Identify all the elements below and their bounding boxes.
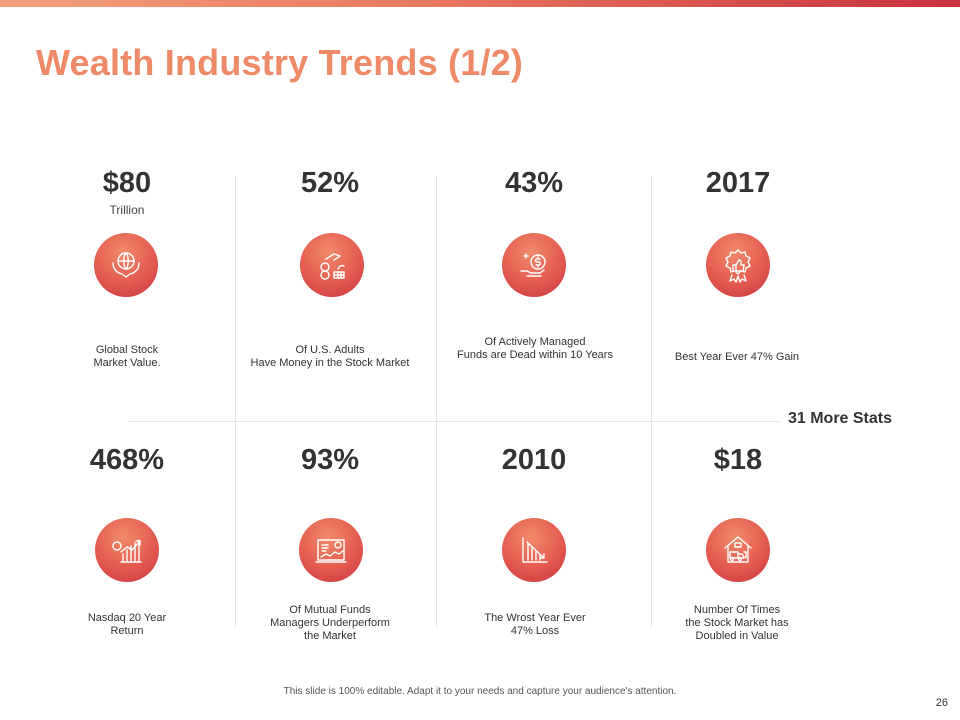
stat-icon-circle xyxy=(300,233,364,297)
globe-in-hands-icon xyxy=(112,252,140,278)
analytics-report-icon xyxy=(315,539,347,563)
stat-value: 52% xyxy=(300,167,360,199)
stat-description: Of Mutual Funds Managers Underperform th… xyxy=(270,604,390,642)
stat-value: 2017 xyxy=(705,167,771,199)
stat-description: Global Stock Market Value. xyxy=(93,344,161,369)
more-stats-label: 31 More Stats xyxy=(787,410,893,427)
stat-icon-circle xyxy=(502,233,566,297)
stat-value: $18 xyxy=(713,444,763,476)
stat-description: Of Actively Managed Funds are Dead withi… xyxy=(457,336,613,361)
footer-note: This slide is 100% editable. Adapt it to… xyxy=(283,686,677,697)
stat-description: Best Year Ever 47% Gain xyxy=(674,351,800,363)
stat-unit: Trillion xyxy=(109,203,145,217)
stat-description: Number Of Times the Stock Market has Dou… xyxy=(685,604,789,642)
money-hand-coins-icon xyxy=(320,253,345,280)
stat-icon-circle xyxy=(502,518,566,582)
declining-chart-icon xyxy=(522,537,548,563)
house-truck-icon xyxy=(724,536,752,563)
stat-description: The Wrost Year Ever 47% Loss xyxy=(484,612,586,637)
stat-icon-circle xyxy=(94,233,158,297)
top-accent-bar xyxy=(0,0,960,7)
stat-icon-circle xyxy=(299,518,363,582)
divider-vertical-1 xyxy=(235,176,236,628)
dollar-coin-hand-icon xyxy=(520,253,546,277)
slide-title: Wealth Industry Trends (1/2) xyxy=(36,42,524,83)
stat-icon-circle xyxy=(706,518,770,582)
stat-icon-circle xyxy=(95,518,159,582)
growth-chart-coins-icon xyxy=(112,539,142,563)
stat-value: 468% xyxy=(89,444,165,476)
stat-value: $80 xyxy=(102,167,152,199)
stat-value: 2010 xyxy=(501,444,567,476)
stat-value: 93% xyxy=(300,444,360,476)
stat-description: Nasdaq 20 Year Return xyxy=(87,612,167,637)
thumbs-up-badge-icon xyxy=(725,249,751,283)
divider-horizontal xyxy=(128,421,780,422)
stat-icon-circle xyxy=(706,233,770,297)
stat-value: 43% xyxy=(504,167,564,199)
divider-vertical-2 xyxy=(436,176,437,628)
divider-vertical-3 xyxy=(651,176,652,628)
page-number: 26 xyxy=(935,697,948,709)
stat-description: Of U.S. Adults Have Money in the Stock M… xyxy=(250,344,410,369)
